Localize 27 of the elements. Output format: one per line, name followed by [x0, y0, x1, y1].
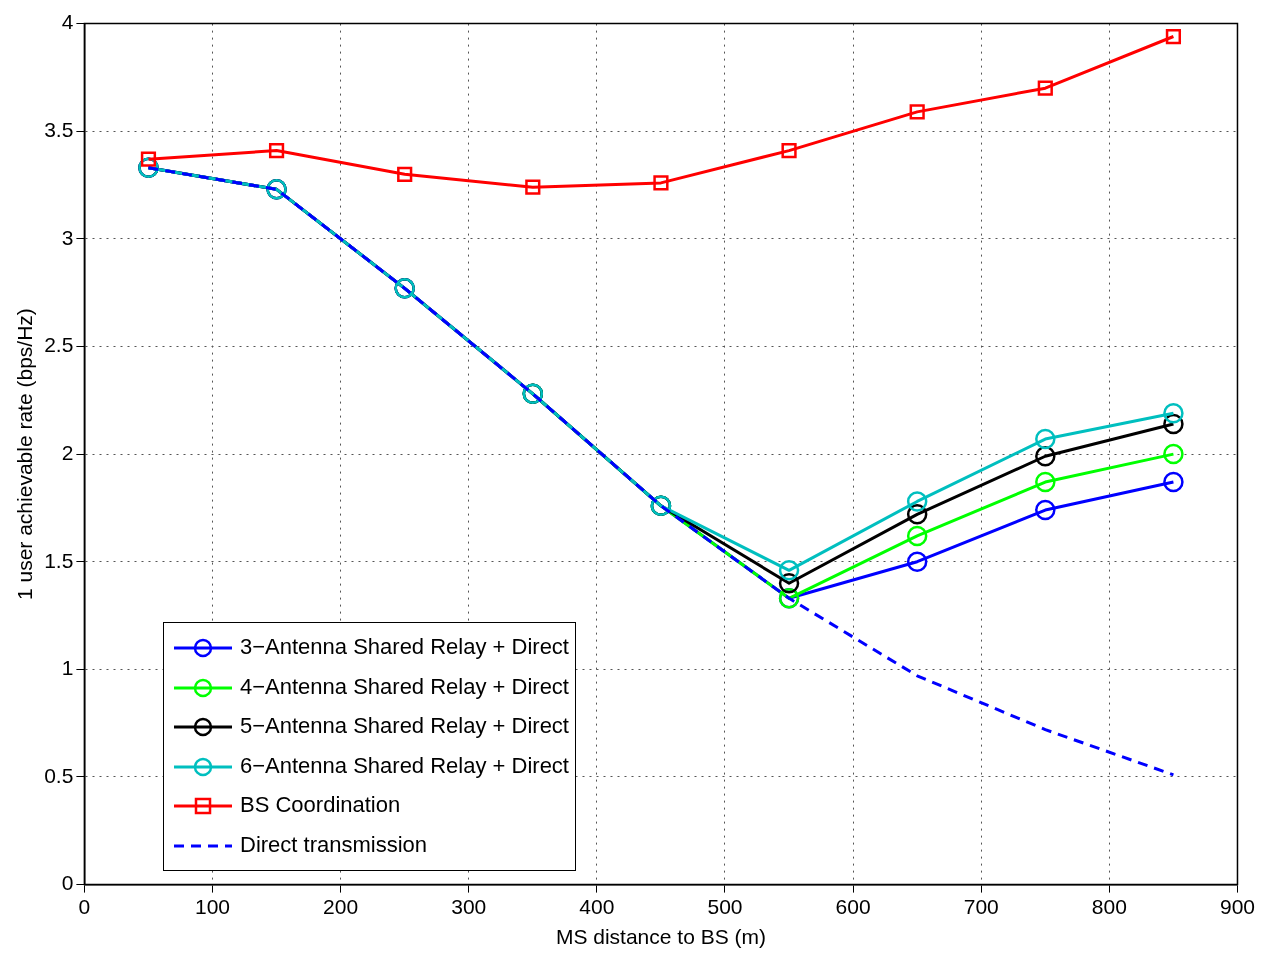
y-tick-label: 3 [61, 225, 74, 249]
y-tick-label: 3.5 [44, 118, 74, 142]
y-tick-label: 1.5 [44, 548, 74, 572]
y-tick-label: 1 [61, 656, 74, 680]
legend-label: Direct transmission [240, 831, 428, 857]
y-tick-label: 0.5 [44, 763, 74, 787]
x-tick-label: 600 [835, 895, 871, 918]
x-tick-label: 0 [78, 895, 91, 918]
x-tick-label: 900 [1219, 895, 1255, 918]
legend-label: BS Coordination [240, 792, 401, 817]
x-tick-label: 200 [323, 895, 359, 918]
x-tick-label: 700 [963, 895, 999, 918]
legend-label: 5−Antenna Shared Relay + Direct [240, 713, 569, 738]
legend-label: 4−Antenna Shared Relay + Direct [240, 673, 569, 699]
x-tick-label: 100 [194, 895, 231, 918]
x-axis-title: MS distance to BS (m) [555, 925, 766, 949]
x-tick-label: 800 [1091, 895, 1127, 918]
x-tick-label: 500 [707, 895, 743, 918]
x-tick-label: 300 [451, 895, 487, 918]
y-tick-label: 4 [61, 10, 74, 34]
y-tick-label: 0 [61, 871, 74, 895]
legend-label: 6−Antenna Shared Relay + Direct [240, 752, 569, 778]
y-tick-label: 2.5 [44, 333, 74, 357]
x-tick-label: 400 [579, 895, 615, 918]
legend-label: 3−Antenna Shared Relay + Direct [240, 634, 569, 659]
y-axis-title: 1 user achievable rate (bps/Hz) [13, 308, 37, 601]
y-tick-label: 2 [61, 440, 74, 464]
